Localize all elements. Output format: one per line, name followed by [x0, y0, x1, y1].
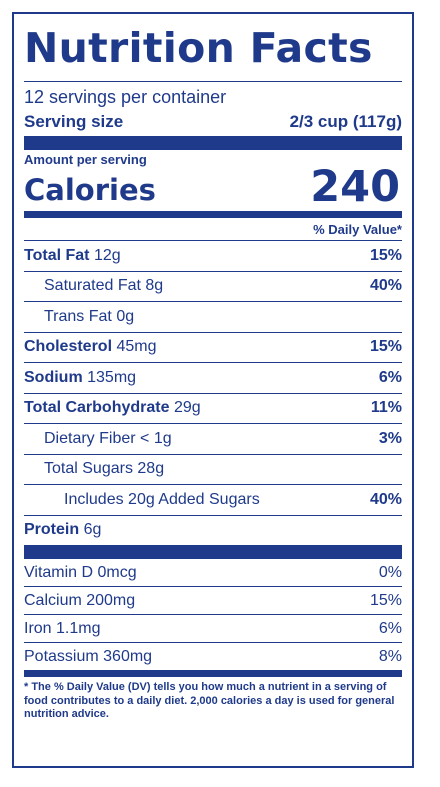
nutrient-name: Total Sugars [44, 460, 133, 478]
nutrient-amount: < 1g [140, 429, 172, 447]
nutrient-row-total-sugars: Total Sugars 28g [24, 453, 402, 485]
vitamin-dv: 8% [378, 647, 402, 665]
nutrient-dv: 6% [378, 368, 402, 386]
vitamin-name: Calcium 200mg [24, 591, 136, 609]
vitamin-dv: 6% [378, 619, 402, 637]
serving-size-label: Serving size [24, 112, 124, 131]
vitamin-row-calcium: Calcium 200mg 15% [24, 586, 402, 614]
nutrient-name: Dietary Fiber [44, 429, 136, 447]
vitamin-name: Vitamin D 0mcg [24, 563, 137, 581]
vitamin-dv: 0% [378, 563, 402, 581]
nutrient-amount: 6g [83, 521, 102, 539]
thick-divider [24, 136, 402, 150]
nutrient-row-total-fat: Total Fat 12g 15% [24, 240, 402, 271]
medium-divider [24, 211, 402, 218]
nutrient-name: Includes 20g Added Sugars [64, 490, 260, 508]
vitamin-row-iron: Iron 1.1mg 6% [24, 614, 402, 642]
nutrient-amount: 135mg [87, 368, 137, 386]
nutrient-dv: 15% [369, 246, 402, 264]
calories-row: Calories 240 [24, 162, 402, 212]
nutrient-amount: 12g [93, 246, 121, 264]
nutrient-amount: 29g [173, 399, 201, 417]
nutrient-row-cholesterol: Cholesterol 45mg 15% [24, 331, 402, 363]
nutrient-name: Total Carbohydrate [24, 399, 170, 417]
nutrient-row-trans-fat: Trans Fat 0g [24, 301, 402, 332]
nutrient-name: Total Fat [24, 246, 90, 264]
calories-value: 240 [310, 162, 400, 212]
nutrient-name: Protein [24, 521, 80, 539]
calories-label: Calories [24, 173, 156, 207]
vitamin-dv: 15% [369, 591, 402, 609]
nutrient-row-protein: Protein 6g [24, 514, 402, 546]
nutrient-name: Sodium [24, 368, 83, 386]
vitamin-row-vitamin-d: Vitamin D 0mcg 0% [24, 559, 402, 586]
amount-per-serving: Amount per serving [24, 152, 147, 167]
servings-per-container: 12 servings per container [24, 87, 227, 107]
serving-size-row: Serving size 2/3 cup (117g) [24, 112, 402, 132]
vitamin-row-potassium: Potassium 360mg 8% [24, 642, 402, 670]
footnote: * The % Daily Value (DV) tells you how m… [24, 681, 395, 720]
daily-value-header: % Daily Value* [313, 222, 402, 237]
nutrient-name: Trans Fat [44, 307, 112, 325]
nutrition-label: Nutrition Facts 12 servings per containe… [12, 12, 414, 768]
divider [24, 81, 402, 82]
nutrient-dv: 40% [369, 490, 402, 508]
label-title: Nutrition Facts [24, 24, 373, 72]
nutrient-amount: 28g [137, 460, 165, 478]
nutrient-row-sodium: Sodium 135mg 6% [24, 362, 402, 393]
vitamin-name: Potassium 360mg [24, 647, 153, 665]
nutrient-row-dietary-fiber: Dietary Fiber < 1g 3% [24, 423, 402, 454]
nutrient-row-saturated-fat: Saturated Fat 8g 40% [24, 270, 402, 302]
serving-size-value: 2/3 cup (117g) [289, 112, 402, 131]
medium-divider [24, 670, 402, 677]
nutrient-amount: 0g [116, 307, 135, 325]
nutrient-dv: 11% [370, 399, 402, 417]
nutrient-name: Cholesterol [24, 338, 113, 356]
nutrient-name: Saturated Fat [44, 277, 141, 295]
nutrient-amount: 45mg [116, 338, 157, 356]
thick-divider [24, 545, 402, 559]
nutrient-dv: 40% [369, 277, 402, 295]
nutrient-dv: 3% [378, 429, 402, 447]
nutrient-row-total-carbohydrate: Total Carbohydrate 29g 11% [24, 392, 402, 424]
vitamin-name: Iron 1.1mg [24, 619, 101, 637]
nutrient-amount: 8g [145, 277, 164, 295]
nutrient-row-added-sugars: Includes 20g Added Sugars 40% [24, 484, 402, 515]
nutrient-dv: 15% [369, 338, 402, 356]
